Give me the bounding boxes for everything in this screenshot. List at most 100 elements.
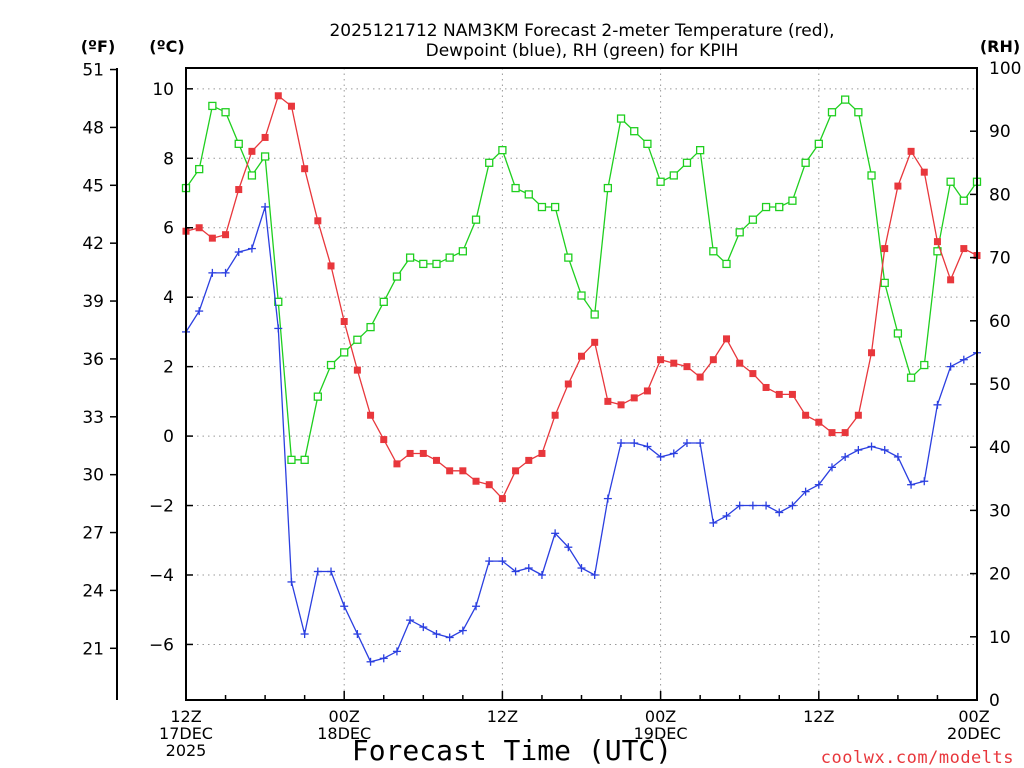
temperature-point xyxy=(947,276,955,284)
temperature-point xyxy=(314,217,322,225)
rh-point xyxy=(577,291,586,300)
temperature-point xyxy=(657,356,665,364)
rh-point xyxy=(630,127,639,136)
temperature-point xyxy=(762,383,770,391)
temperature-point xyxy=(485,481,493,489)
temperature-point xyxy=(815,418,823,426)
rh-point xyxy=(735,228,744,237)
plot-frame xyxy=(185,67,978,701)
rh-point xyxy=(801,158,810,167)
x-tick-label: 12Z xyxy=(487,707,518,726)
temperature-point xyxy=(881,245,889,253)
grid-lines xyxy=(186,68,977,700)
rh-tick-label: 50 xyxy=(989,375,1011,395)
dewpoint-point xyxy=(247,244,256,253)
rh-point xyxy=(392,272,402,281)
data-series xyxy=(181,92,982,666)
rh-point xyxy=(880,278,889,288)
rh-tick-label: 20 xyxy=(989,565,1011,585)
temperature-point xyxy=(195,224,203,232)
rh-point xyxy=(524,190,533,199)
dewpoint-point xyxy=(327,567,336,576)
dewpoint-point xyxy=(762,501,771,510)
rh-point xyxy=(234,139,243,148)
rh-point xyxy=(867,171,876,180)
dewpoint-point xyxy=(458,626,467,635)
temperature-point xyxy=(709,356,717,364)
dewpoint-point xyxy=(234,248,243,257)
dewpoint-point xyxy=(353,630,362,639)
dewpoint-point xyxy=(867,442,876,451)
rh-point xyxy=(696,146,705,155)
rh-point xyxy=(643,139,652,148)
dewpoint-point xyxy=(366,657,375,666)
fahrenheit-tick-label: 33 xyxy=(82,408,104,428)
rh-point xyxy=(814,139,823,148)
dewpoint-point xyxy=(907,480,916,489)
dewpoint-point xyxy=(564,543,573,552)
rh-point xyxy=(722,259,731,269)
rh-axis-ticks: 0 10 20 30 40 50 60 70 80 90 100 xyxy=(970,59,1021,711)
dewpoint-point xyxy=(432,630,441,639)
rh-point xyxy=(603,183,613,193)
fahrenheit-axis-label: (ºF) xyxy=(81,37,116,56)
fahrenheit-axis-ticks: 21 24 27 30 33 36 39 42 45 48 51 xyxy=(82,61,117,659)
rh-tick-label: 30 xyxy=(989,501,1011,521)
fahrenheit-tick-label: 24 xyxy=(82,581,104,601)
rh-tick-label: 70 xyxy=(989,249,1011,269)
dewpoint-point xyxy=(300,630,309,639)
rh-point xyxy=(247,171,257,180)
dewpoint-point xyxy=(261,202,270,211)
temperature-point xyxy=(551,411,559,419)
dewpoint-point xyxy=(748,501,757,510)
dewpoint-point xyxy=(880,445,889,454)
rh-tick-label: 0 xyxy=(989,691,1000,711)
temperature-point xyxy=(353,366,361,374)
dewpoint-point xyxy=(630,439,639,448)
rh-point xyxy=(827,108,837,117)
temperature-point xyxy=(683,363,691,371)
rh-tick-label: 40 xyxy=(989,438,1011,458)
dewpoint-point xyxy=(472,602,481,611)
dewpoint-point xyxy=(379,654,388,663)
temperature-point xyxy=(327,262,335,270)
dewpoint-point xyxy=(208,268,217,277)
dewpoint-point xyxy=(722,511,731,520)
temperature-point xyxy=(287,102,295,110)
dewpoint-point xyxy=(656,452,665,461)
dewpoint-point xyxy=(274,324,283,333)
celsius-tick-label: 10 xyxy=(152,80,174,100)
dewpoint-point xyxy=(788,501,797,510)
rh-point xyxy=(841,95,850,104)
temperature-point xyxy=(446,467,454,475)
temperature-point xyxy=(749,370,757,378)
dewpoint-point xyxy=(682,439,691,448)
temperature-point xyxy=(208,234,216,242)
rh-point xyxy=(616,114,626,123)
dewpoint-point xyxy=(577,564,586,573)
temperature-point xyxy=(723,335,731,343)
rh-point xyxy=(511,183,520,193)
dewpoint-point xyxy=(485,557,494,566)
temperature-point xyxy=(617,401,625,409)
dewpoint-point xyxy=(814,480,823,489)
rh-point xyxy=(405,253,415,262)
dewpoint-point xyxy=(498,557,507,566)
dewpoint-point xyxy=(392,647,401,656)
rh-point xyxy=(326,360,336,370)
dewpoint-point xyxy=(920,477,929,486)
rh-point xyxy=(761,202,771,212)
dewpoint-point xyxy=(524,564,533,573)
dewpoint-point xyxy=(340,602,349,611)
temperature-point xyxy=(472,477,480,485)
dewpoint-point xyxy=(959,355,968,364)
dewpoint-point xyxy=(445,633,454,642)
temperature-point xyxy=(248,147,256,155)
temperature-point xyxy=(933,238,941,246)
temperature-point xyxy=(512,467,520,475)
rh-point xyxy=(590,310,599,319)
temperature-point xyxy=(222,231,230,239)
rh-point xyxy=(485,158,494,167)
rh-point xyxy=(300,455,309,464)
